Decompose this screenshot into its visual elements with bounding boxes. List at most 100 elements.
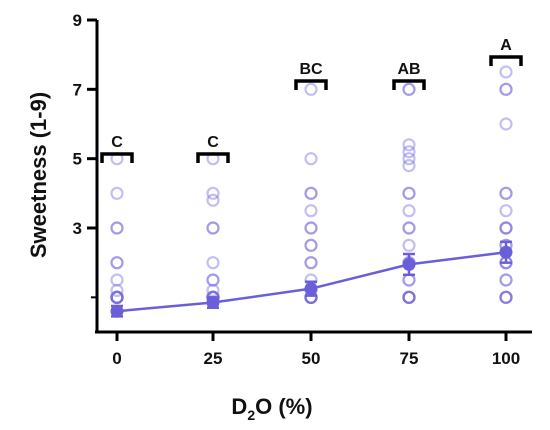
data-points-layer bbox=[110, 65, 513, 304]
data-point bbox=[304, 204, 318, 218]
data-point bbox=[499, 290, 513, 304]
data-point bbox=[206, 186, 220, 200]
data-point bbox=[110, 290, 124, 304]
significance-letter: AB bbox=[397, 61, 420, 78]
data-point bbox=[304, 82, 318, 96]
data-point bbox=[110, 290, 124, 304]
data-point bbox=[110, 273, 124, 287]
data-point bbox=[499, 65, 513, 79]
data-point bbox=[304, 152, 318, 166]
data-point bbox=[110, 256, 124, 270]
data-point bbox=[499, 186, 513, 200]
mean-marker bbox=[304, 282, 318, 296]
mean-marker bbox=[499, 245, 513, 259]
significance-letters-layer: C C BC AB A bbox=[100, 37, 523, 163]
significance-bracket bbox=[392, 79, 426, 90]
data-point bbox=[499, 221, 513, 235]
data-point bbox=[499, 273, 513, 287]
data-point bbox=[206, 193, 220, 207]
data-point bbox=[402, 221, 416, 235]
data-point bbox=[402, 290, 416, 304]
significance-bracket bbox=[100, 152, 134, 163]
x-tick-label: 25 bbox=[204, 349, 223, 368]
data-point bbox=[110, 221, 124, 235]
axes-layer: 3 5 7 9 0 25 50 75 100 bbox=[73, 11, 532, 368]
data-point bbox=[110, 290, 124, 304]
data-point bbox=[110, 290, 124, 304]
data-point bbox=[402, 138, 416, 152]
mean-marker bbox=[110, 304, 124, 318]
data-point bbox=[110, 221, 124, 235]
mean-marker bbox=[402, 257, 416, 271]
data-point bbox=[402, 273, 416, 287]
data-point bbox=[206, 273, 220, 287]
data-point bbox=[110, 290, 124, 304]
data-point bbox=[499, 221, 513, 235]
data-point bbox=[402, 186, 416, 200]
data-point bbox=[206, 221, 220, 235]
data-point bbox=[402, 159, 416, 173]
data-point bbox=[206, 256, 220, 270]
data-point bbox=[499, 290, 513, 304]
data-point bbox=[110, 290, 124, 304]
data-point bbox=[206, 221, 220, 235]
data-point bbox=[304, 238, 318, 252]
data-point bbox=[402, 152, 416, 166]
data-point bbox=[499, 82, 513, 96]
data-point bbox=[206, 283, 220, 297]
mean-marker bbox=[206, 296, 220, 310]
data-point bbox=[110, 290, 124, 304]
y-tick-label: 7 bbox=[73, 80, 82, 99]
data-point bbox=[499, 290, 513, 304]
significance-letter: BC bbox=[299, 61, 323, 78]
data-point bbox=[402, 204, 416, 218]
data-point bbox=[402, 290, 416, 304]
data-point bbox=[499, 204, 513, 218]
data-point bbox=[304, 221, 318, 235]
data-point bbox=[499, 186, 513, 200]
data-point bbox=[110, 283, 124, 297]
significance-bracket bbox=[196, 152, 230, 163]
data-point bbox=[206, 273, 220, 287]
data-point bbox=[402, 221, 416, 235]
data-point bbox=[110, 290, 124, 304]
x-axis-title-rest: O (%) bbox=[255, 394, 312, 419]
data-point bbox=[304, 256, 318, 270]
data-point bbox=[110, 256, 124, 270]
mean-series-layer bbox=[110, 240, 513, 318]
x-tick-label: 75 bbox=[400, 349, 419, 368]
data-point bbox=[402, 82, 416, 96]
significance-letter: C bbox=[207, 134, 219, 151]
data-point bbox=[304, 256, 318, 270]
x-tick-label: 100 bbox=[492, 349, 520, 368]
data-point bbox=[499, 117, 513, 131]
data-point bbox=[402, 145, 416, 159]
data-point bbox=[402, 238, 416, 252]
data-point bbox=[110, 290, 124, 304]
y-tick-label: 9 bbox=[73, 11, 82, 30]
data-point bbox=[304, 186, 318, 200]
data-point bbox=[402, 290, 416, 304]
data-point bbox=[402, 290, 416, 304]
data-point bbox=[304, 186, 318, 200]
x-axis-title-sub: 2 bbox=[247, 407, 255, 423]
y-axis-title: Sweetness (1-9) bbox=[26, 92, 51, 258]
data-point bbox=[110, 290, 124, 304]
data-point bbox=[110, 290, 124, 304]
data-point bbox=[499, 273, 513, 287]
y-tick-label: 5 bbox=[73, 150, 82, 169]
x-axis-title: D2O (%) bbox=[231, 394, 312, 423]
y-tick-label: 3 bbox=[73, 219, 82, 238]
data-point bbox=[402, 186, 416, 200]
x-tick-label: 0 bbox=[112, 349, 121, 368]
data-point bbox=[499, 82, 513, 96]
data-point bbox=[110, 290, 124, 304]
data-point bbox=[402, 290, 416, 304]
data-point bbox=[110, 186, 124, 200]
data-point bbox=[499, 221, 513, 235]
data-point bbox=[402, 82, 416, 96]
significance-letter: C bbox=[111, 134, 123, 151]
data-point bbox=[304, 238, 318, 252]
data-point bbox=[402, 290, 416, 304]
